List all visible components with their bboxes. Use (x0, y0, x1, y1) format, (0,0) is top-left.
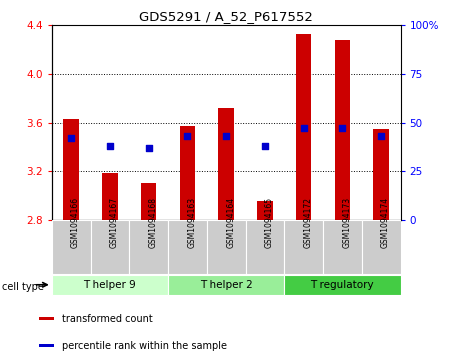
Text: GSM1094172: GSM1094172 (304, 197, 313, 248)
Text: GSM1094163: GSM1094163 (187, 197, 196, 248)
Bar (257, 201, 273, 220)
Point (261, 143, 269, 149)
Text: transformed count: transformed count (62, 314, 153, 323)
Bar (39, 344, 54, 347)
Bar (284, 220, 323, 274)
Point (145, 145, 152, 151)
Point (300, 126, 307, 131)
Bar (296, 34, 311, 220)
Bar (284, 275, 400, 295)
Text: T helper 9: T helper 9 (84, 280, 136, 290)
Text: T regulatory: T regulatory (310, 280, 374, 290)
Bar (39, 317, 54, 320)
Text: GSM1094174: GSM1094174 (381, 197, 390, 248)
Point (378, 133, 385, 139)
Bar (246, 220, 284, 274)
Text: percentile rank within the sample: percentile rank within the sample (62, 341, 227, 351)
Bar (374, 129, 389, 220)
Bar (102, 174, 117, 220)
Point (184, 133, 191, 139)
Bar (52, 275, 168, 295)
Bar (362, 220, 400, 274)
Bar (63, 119, 79, 220)
Point (222, 133, 230, 139)
Bar (207, 220, 246, 274)
Point (339, 126, 346, 131)
Text: GSM1094166: GSM1094166 (71, 197, 80, 248)
Text: cell type: cell type (2, 282, 44, 293)
Bar (180, 126, 195, 220)
Text: GSM1094165: GSM1094165 (265, 197, 274, 248)
Bar (335, 40, 350, 220)
Bar (141, 183, 157, 220)
Bar (218, 108, 234, 220)
Text: T helper 2: T helper 2 (200, 280, 252, 290)
Text: GSM1094164: GSM1094164 (226, 197, 235, 248)
Point (68, 135, 75, 141)
Title: GDS5291 / A_52_P617552: GDS5291 / A_52_P617552 (139, 10, 313, 23)
Bar (323, 220, 362, 274)
Bar (168, 220, 207, 274)
Bar (52, 220, 90, 274)
Bar (90, 220, 129, 274)
Bar (168, 275, 284, 295)
Text: GSM1094168: GSM1094168 (148, 197, 157, 248)
Bar (129, 220, 168, 274)
Text: GSM1094167: GSM1094167 (110, 197, 119, 248)
Text: GSM1094173: GSM1094173 (342, 197, 351, 248)
Point (106, 143, 113, 149)
